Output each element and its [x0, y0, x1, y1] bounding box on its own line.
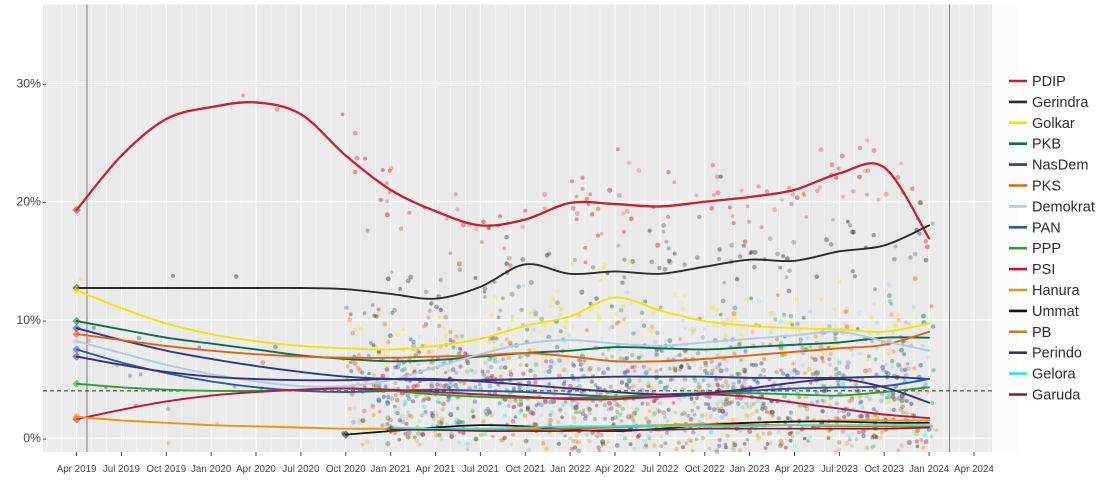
svg-text:PKB: PKB	[1032, 137, 1061, 153]
svg-text:Jan 2020: Jan 2020	[191, 464, 232, 475]
svg-text:Jan 2022: Jan 2022	[550, 464, 590, 475]
svg-text:PB: PB	[1032, 325, 1051, 341]
svg-text:Gelora: Gelora	[1032, 367, 1076, 383]
svg-text:-: -	[43, 195, 47, 209]
svg-text:Golkar: Golkar	[1032, 116, 1075, 132]
svg-text:Perindo: Perindo	[1032, 346, 1082, 362]
svg-text:Jul 2021: Jul 2021	[462, 464, 499, 475]
svg-text:Apr 2021: Apr 2021	[416, 464, 456, 475]
svg-text:Jan 2021: Jan 2021	[371, 464, 411, 475]
svg-text:30%: 30%	[16, 77, 41, 91]
svg-text:PPP: PPP	[1032, 241, 1061, 257]
svg-text:Jul 2022: Jul 2022	[641, 464, 678, 475]
svg-text:Garuda: Garuda	[1032, 388, 1081, 404]
svg-text:Jul 2023: Jul 2023	[821, 464, 859, 475]
svg-text:Jan 2024: Jan 2024	[909, 464, 950, 475]
svg-text:Hanura: Hanura	[1032, 283, 1080, 299]
svg-text:Oct 2022: Oct 2022	[685, 464, 725, 475]
svg-text:Apr 2022: Apr 2022	[595, 464, 635, 475]
svg-text:0%: 0%	[23, 431, 41, 445]
svg-text:-: -	[43, 77, 47, 91]
svg-text:Jan 2023: Jan 2023	[729, 464, 770, 475]
svg-text:Oct 2019: Oct 2019	[146, 464, 186, 475]
svg-text:Apr 2020: Apr 2020	[236, 464, 276, 475]
svg-text:Jul 2019: Jul 2019	[103, 464, 140, 475]
svg-text:Jul 2020: Jul 2020	[282, 464, 320, 475]
svg-text:Apr 2023: Apr 2023	[775, 464, 815, 475]
svg-text:PKS: PKS	[1032, 179, 1061, 195]
svg-text:NasDem: NasDem	[1032, 158, 1088, 174]
svg-text:Gerindra: Gerindra	[1032, 95, 1089, 111]
svg-text:Ummat: Ummat	[1032, 304, 1079, 320]
svg-text:10%: 10%	[16, 313, 41, 327]
svg-text:PSI: PSI	[1032, 262, 1055, 278]
svg-text:PAN: PAN	[1032, 220, 1061, 236]
svg-text:20%: 20%	[16, 195, 41, 209]
svg-text:Oct 2023: Oct 2023	[864, 464, 904, 475]
svg-text:Apr 2024: Apr 2024	[954, 464, 994, 475]
svg-text:Oct 2020: Oct 2020	[326, 464, 366, 475]
svg-text:Demokrat: Demokrat	[1032, 199, 1095, 215]
svg-text:Oct 2021: Oct 2021	[505, 464, 545, 475]
svg-text:PDIP: PDIP	[1032, 74, 1066, 90]
svg-text:Apr 2019: Apr 2019	[57, 464, 97, 475]
svg-text:-: -	[43, 431, 47, 445]
svg-text:-: -	[43, 313, 47, 327]
